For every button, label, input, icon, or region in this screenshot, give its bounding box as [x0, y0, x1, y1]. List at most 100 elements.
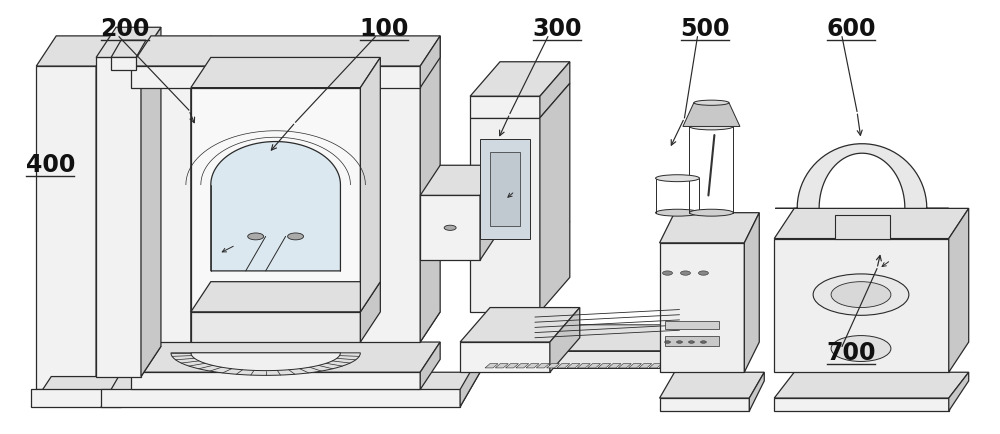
Polygon shape — [460, 355, 480, 407]
Ellipse shape — [656, 209, 699, 216]
Polygon shape — [131, 66, 191, 342]
Polygon shape — [665, 321, 719, 329]
Polygon shape — [659, 364, 672, 368]
Polygon shape — [526, 364, 539, 368]
Polygon shape — [649, 364, 662, 368]
Polygon shape — [540, 83, 570, 312]
Ellipse shape — [694, 100, 729, 105]
Ellipse shape — [689, 209, 733, 216]
Polygon shape — [360, 57, 380, 312]
Polygon shape — [96, 36, 116, 389]
Polygon shape — [191, 312, 360, 342]
Polygon shape — [131, 342, 440, 372]
Polygon shape — [557, 364, 570, 368]
Polygon shape — [470, 62, 570, 96]
Polygon shape — [111, 57, 136, 70]
Polygon shape — [774, 239, 949, 372]
Text: 300: 300 — [532, 17, 582, 41]
Circle shape — [831, 282, 891, 308]
Polygon shape — [608, 364, 621, 368]
Polygon shape — [101, 372, 480, 407]
Polygon shape — [660, 243, 744, 372]
Polygon shape — [36, 36, 116, 66]
Polygon shape — [211, 141, 340, 271]
Circle shape — [248, 233, 264, 240]
Polygon shape — [480, 351, 680, 368]
Polygon shape — [460, 308, 580, 342]
Polygon shape — [567, 364, 580, 368]
Polygon shape — [96, 27, 161, 57]
Polygon shape — [547, 364, 560, 368]
Polygon shape — [639, 364, 652, 368]
Circle shape — [444, 225, 456, 230]
Polygon shape — [360, 66, 420, 342]
Polygon shape — [598, 364, 611, 368]
Text: 600: 600 — [826, 17, 876, 41]
Polygon shape — [420, 36, 440, 342]
Polygon shape — [588, 364, 600, 368]
Polygon shape — [191, 57, 380, 88]
Polygon shape — [480, 139, 530, 239]
Polygon shape — [101, 389, 460, 407]
Polygon shape — [36, 66, 96, 389]
Polygon shape — [680, 325, 699, 368]
Circle shape — [700, 341, 706, 343]
Polygon shape — [949, 372, 969, 411]
Polygon shape — [470, 96, 540, 118]
Polygon shape — [420, 195, 480, 260]
Polygon shape — [485, 364, 498, 368]
Circle shape — [665, 341, 671, 343]
Text: 400: 400 — [26, 153, 75, 177]
Polygon shape — [360, 282, 380, 342]
Circle shape — [677, 341, 682, 343]
Polygon shape — [111, 40, 146, 57]
Polygon shape — [131, 372, 420, 389]
Polygon shape — [191, 88, 360, 312]
Polygon shape — [577, 364, 590, 368]
Polygon shape — [96, 346, 161, 377]
Circle shape — [663, 271, 673, 275]
Polygon shape — [774, 208, 969, 239]
Polygon shape — [420, 342, 440, 389]
Polygon shape — [835, 215, 890, 239]
Text: 100: 100 — [360, 17, 409, 41]
Circle shape — [680, 271, 690, 275]
Polygon shape — [31, 389, 121, 407]
Polygon shape — [774, 398, 949, 411]
Polygon shape — [550, 308, 580, 372]
Ellipse shape — [656, 175, 699, 182]
Polygon shape — [191, 36, 211, 342]
Polygon shape — [774, 372, 969, 398]
Polygon shape — [495, 364, 508, 368]
Circle shape — [831, 335, 891, 362]
Text: 200: 200 — [100, 17, 150, 41]
Ellipse shape — [689, 123, 733, 130]
Polygon shape — [516, 364, 529, 368]
Polygon shape — [665, 335, 719, 346]
Polygon shape — [660, 398, 749, 411]
Circle shape — [813, 274, 909, 316]
Polygon shape — [191, 353, 340, 371]
Circle shape — [688, 341, 694, 343]
Polygon shape — [191, 282, 380, 312]
Polygon shape — [460, 342, 550, 372]
Polygon shape — [480, 325, 699, 351]
Polygon shape — [540, 62, 570, 118]
Polygon shape — [96, 57, 141, 377]
Circle shape — [698, 271, 708, 275]
Polygon shape — [131, 312, 211, 342]
Text: 700: 700 — [826, 341, 876, 365]
Polygon shape — [420, 36, 440, 88]
Polygon shape — [470, 118, 540, 312]
Text: 500: 500 — [681, 17, 730, 41]
Polygon shape — [629, 364, 641, 368]
Polygon shape — [660, 372, 764, 398]
Polygon shape — [660, 213, 759, 243]
Polygon shape — [360, 312, 440, 342]
Circle shape — [288, 233, 304, 240]
Polygon shape — [480, 165, 500, 260]
Polygon shape — [683, 103, 740, 126]
Polygon shape — [420, 165, 500, 195]
Polygon shape — [506, 364, 519, 368]
Polygon shape — [470, 221, 570, 256]
